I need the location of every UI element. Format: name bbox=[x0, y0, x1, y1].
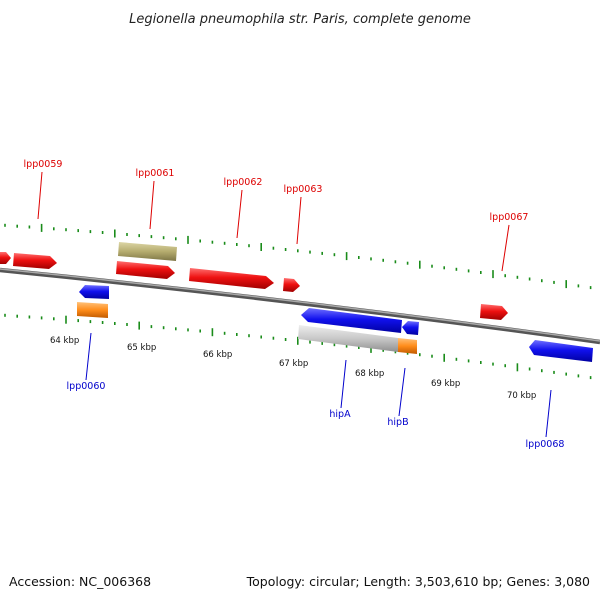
gene-features bbox=[0, 242, 593, 362]
gene-labels: lpp0059 lpp0061 lpp0062 lpp0063 lpp0067 … bbox=[24, 159, 565, 450]
feature-bar-olive[interactable] bbox=[118, 242, 177, 261]
map-title: Legionella pneumophila str. Paris, compl… bbox=[129, 12, 471, 27]
scale-label-69: 69 kbp bbox=[431, 379, 460, 389]
gene-arrow-lpp0067[interactable] bbox=[480, 304, 508, 320]
scale-label-68: 68 kbp bbox=[355, 369, 384, 379]
scale-labels: 64 kbp 65 kbp 66 kbp 67 kbp 68 kbp 69 kb… bbox=[50, 336, 536, 401]
gene-label-hipB[interactable]: hipB bbox=[387, 417, 408, 428]
scale-label-64: 64 kbp bbox=[50, 336, 79, 346]
gene-label-lpp0061[interactable]: lpp0061 bbox=[136, 168, 175, 179]
gene-arrow-hipB[interactable] bbox=[402, 321, 419, 335]
gene-arrow-hipA[interactable] bbox=[301, 308, 402, 333]
genome-summary-text: Topology: circular; Length: 3,503,610 bp… bbox=[246, 574, 590, 589]
feature-bar-gray-hipA[interactable] bbox=[298, 325, 398, 352]
accession-text: Accession: NC_006368 bbox=[9, 574, 151, 589]
gene-label-lpp0060[interactable]: lpp0060 bbox=[67, 381, 106, 392]
gene-arrow-lpp0059[interactable] bbox=[13, 253, 57, 269]
rna-feature-hipB[interactable] bbox=[398, 338, 417, 354]
rna-feature-lpp0060[interactable] bbox=[77, 302, 108, 318]
gene-arrow-lpp0060[interactable] bbox=[79, 285, 109, 299]
gene-label-lpp0067[interactable]: lpp0067 bbox=[490, 212, 529, 223]
gene-arrow-lpp0063[interactable] bbox=[283, 278, 300, 292]
gene-label-lpp0068[interactable]: lpp0068 bbox=[526, 439, 565, 450]
gene-label-lpp0059[interactable]: lpp0059 bbox=[24, 159, 63, 170]
tick-marks bbox=[4, 223, 592, 380]
gene-arrow-lpp0061[interactable] bbox=[116, 261, 175, 279]
scale-label-67: 67 kbp bbox=[279, 359, 308, 369]
gene-label-lpp0062[interactable]: lpp0062 bbox=[224, 177, 263, 188]
genome-backbone bbox=[0, 267, 600, 345]
gene-label-leaders bbox=[37, 171, 552, 438]
gene-label-hipA[interactable]: hipA bbox=[329, 409, 351, 420]
scale-label-66: 66 kbp bbox=[203, 350, 232, 360]
gene-label-lpp0063[interactable]: lpp0063 bbox=[284, 184, 323, 195]
scale-label-65: 65 kbp bbox=[127, 343, 156, 353]
gene-arrow-lpp0068[interactable] bbox=[529, 340, 593, 362]
gene-arrow-lpp0062[interactable] bbox=[189, 268, 274, 289]
gene-arrow-edge[interactable] bbox=[0, 252, 11, 264]
scale-label-70: 70 kbp bbox=[507, 391, 536, 401]
